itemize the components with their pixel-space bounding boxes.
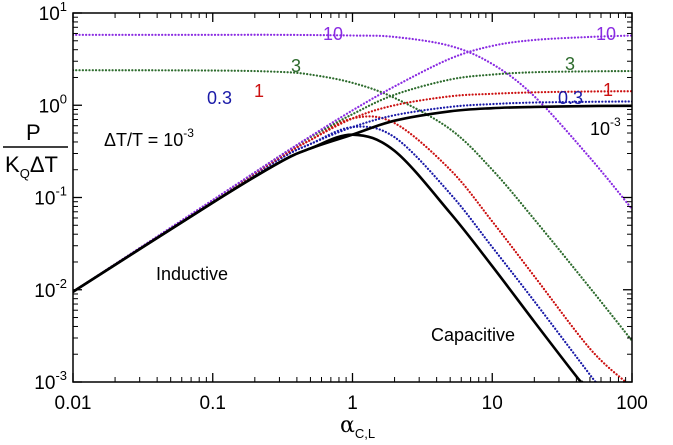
y-axis-label: P KQΔT [3, 120, 68, 181]
series-line-capacitive-0_001 [73, 133, 584, 382]
capacitive-label: Capacitive [431, 325, 515, 345]
series-line-inductive-3 [73, 69, 632, 293]
series-layer [73, 33, 632, 382]
y-label-dt: ΔT [30, 152, 58, 177]
x-tick-label: 0.01 [55, 393, 92, 414]
y-tick-exp: 0 [60, 91, 67, 106]
right-dt-label: 10-3 [590, 115, 621, 139]
y-tick-exp: -3 [55, 368, 67, 383]
dt-label-main: ΔT/T = 10 [104, 130, 183, 150]
y-tick-base: 10 [34, 373, 55, 394]
y-tick-exp: 1 [60, 0, 67, 14]
right-label-3: 3 [565, 54, 575, 74]
dt-label-exp: -3 [183, 126, 194, 140]
x-tick-label: 100 [616, 393, 648, 414]
x-tick-label: 0.1 [200, 393, 226, 414]
y-tick-base: 10 [34, 189, 55, 210]
y-tick-label: 100 [39, 91, 67, 117]
series-line-capacitive-10 [73, 33, 632, 211]
y-tick-label: 10-3 [34, 368, 67, 394]
left-label-10: 10 [323, 24, 343, 44]
series-line-inductive-0_001 [73, 104, 632, 294]
y-label-denominator: KQΔT [5, 152, 58, 181]
x-tick-label: 10 [482, 393, 503, 414]
left-label-3: 3 [291, 56, 301, 76]
y-tick-base: 10 [39, 96, 60, 117]
series-line-inductive-0_3 [73, 100, 632, 293]
y-tick-label: 10-1 [34, 184, 67, 210]
plot-frame [72, 12, 633, 383]
y-tick-base: 10 [34, 281, 55, 302]
x-tick-label: 1 [347, 393, 358, 414]
right-label-1: 1 [603, 80, 613, 100]
dt-label: ΔT/T = 10-3 [104, 126, 194, 150]
left-label-0.3: 0.3 [207, 88, 232, 108]
y-tick-exp: -2 [55, 276, 67, 291]
y-label-k: K [5, 152, 20, 177]
series-line-capacitive-1 [73, 115, 627, 382]
y-label-numerator: P [26, 120, 41, 145]
series-line-inductive-1 [73, 90, 632, 293]
right-label-0.3: 0.3 [558, 88, 583, 108]
y-tick-label: 101 [39, 0, 67, 25]
x-label-sub: C,L [355, 426, 375, 441]
right-label-10: 10 [596, 24, 616, 44]
series-line-inductive-10 [73, 34, 632, 293]
x-label-alpha: α [340, 413, 355, 438]
right-dt-exp: -3 [610, 115, 621, 129]
x-axis-label: αC,L [340, 413, 375, 441]
series-line-capacitive-3 [73, 69, 632, 342]
left-label-1: 1 [254, 81, 264, 101]
inductive-label: Inductive [156, 264, 228, 284]
y-tick-exp: -1 [55, 184, 67, 199]
y-tick-base: 10 [39, 4, 60, 25]
y-tick-label: 10-2 [34, 276, 67, 302]
right-dt-base: 10 [590, 119, 610, 139]
y-label-sub: Q [20, 166, 30, 181]
